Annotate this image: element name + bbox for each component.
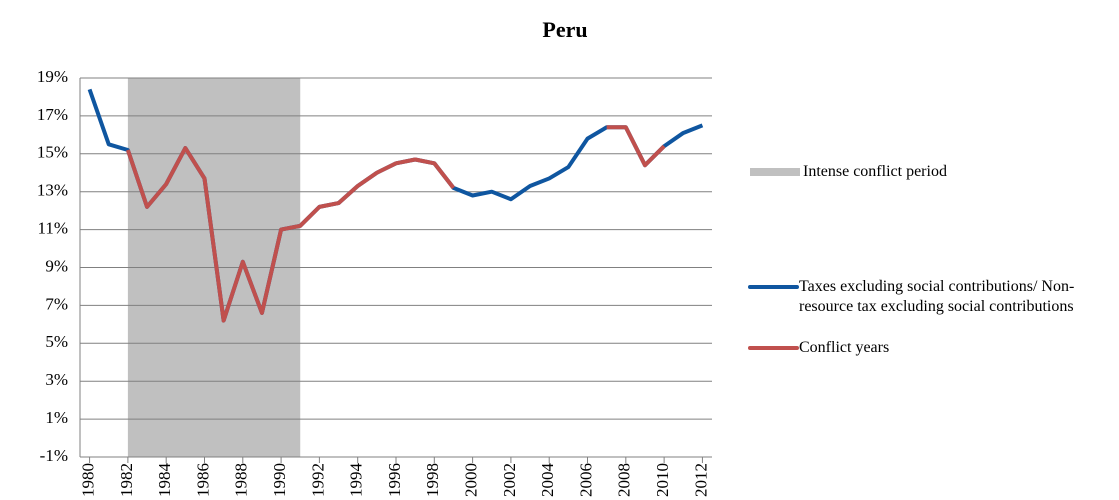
y-tick-label: 15% bbox=[37, 143, 68, 162]
x-tick-label: 2012 bbox=[691, 463, 710, 497]
legend-key bbox=[750, 168, 800, 176]
x-tick-label: 1988 bbox=[232, 463, 251, 497]
x-tick-label: 1998 bbox=[423, 463, 442, 497]
x-tick-label: 1996 bbox=[385, 463, 404, 497]
y-tick-label: 9% bbox=[45, 256, 68, 275]
x-tick-label: 1994 bbox=[347, 463, 366, 498]
chart-title: Peru bbox=[542, 17, 587, 42]
x-tick-label: 1984 bbox=[155, 463, 174, 498]
x-tick-label: 1982 bbox=[117, 463, 136, 497]
x-tick-label: 2010 bbox=[653, 463, 672, 497]
series-line bbox=[125, 125, 666, 323]
x-tick-label: 1992 bbox=[308, 463, 327, 497]
y-tick-label: 5% bbox=[45, 332, 68, 351]
y-tick-label: 1% bbox=[45, 408, 68, 427]
x-tick-label: 2006 bbox=[576, 463, 595, 497]
x-tick-label: 2002 bbox=[500, 463, 519, 497]
x-tick-label: 1986 bbox=[193, 463, 212, 497]
y-tick-label: -1% bbox=[40, 446, 68, 465]
y-tick-label: 7% bbox=[45, 294, 68, 313]
legend-label: Conflict years bbox=[799, 339, 890, 356]
legend-label: Taxes excluding social contributions/ No… bbox=[799, 278, 1075, 315]
x-tick-label: 2008 bbox=[615, 463, 634, 497]
x-tick-label: 1980 bbox=[78, 463, 97, 497]
x-tick-label: 1990 bbox=[270, 463, 289, 497]
y-tick-label: 3% bbox=[45, 370, 68, 389]
y-tick-label: 19% bbox=[37, 67, 68, 86]
y-tick-label: 13% bbox=[37, 181, 68, 200]
x-tick-label: 2004 bbox=[538, 463, 557, 498]
x-tick-label: 2000 bbox=[462, 463, 481, 497]
y-tick-label: 11% bbox=[37, 219, 68, 238]
legend-label: Intense conflict period bbox=[803, 163, 947, 180]
y-tick-label: 17% bbox=[37, 105, 68, 124]
